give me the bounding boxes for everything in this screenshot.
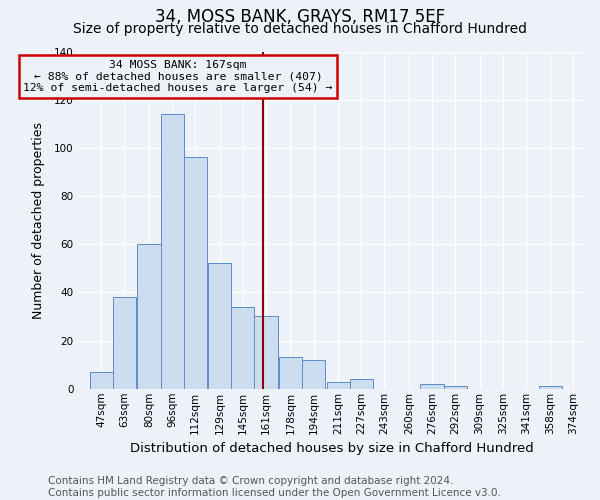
Bar bbox=[326, 382, 350, 389]
Text: Size of property relative to detached houses in Chafford Hundred: Size of property relative to detached ho… bbox=[73, 22, 527, 36]
Text: 34, MOSS BANK, GRAYS, RM17 5EF: 34, MOSS BANK, GRAYS, RM17 5EF bbox=[155, 8, 445, 26]
Bar bbox=[137, 244, 161, 389]
Bar bbox=[539, 386, 562, 389]
Text: Contains HM Land Registry data © Crown copyright and database right 2024.
Contai: Contains HM Land Registry data © Crown c… bbox=[48, 476, 501, 498]
Bar bbox=[443, 386, 467, 389]
Bar bbox=[421, 384, 443, 389]
Bar bbox=[232, 307, 254, 389]
Bar bbox=[350, 379, 373, 389]
Bar bbox=[90, 372, 113, 389]
Bar bbox=[208, 264, 232, 389]
Bar bbox=[113, 297, 136, 389]
Bar bbox=[161, 114, 184, 389]
Bar bbox=[184, 158, 207, 389]
Text: 34 MOSS BANK: 167sqm
← 88% of detached houses are smaller (407)
12% of semi-deta: 34 MOSS BANK: 167sqm ← 88% of detached h… bbox=[23, 60, 332, 93]
Y-axis label: Number of detached properties: Number of detached properties bbox=[32, 122, 46, 318]
Bar bbox=[302, 360, 325, 389]
Bar bbox=[254, 316, 278, 389]
X-axis label: Distribution of detached houses by size in Chafford Hundred: Distribution of detached houses by size … bbox=[130, 442, 533, 455]
Bar bbox=[279, 358, 302, 389]
